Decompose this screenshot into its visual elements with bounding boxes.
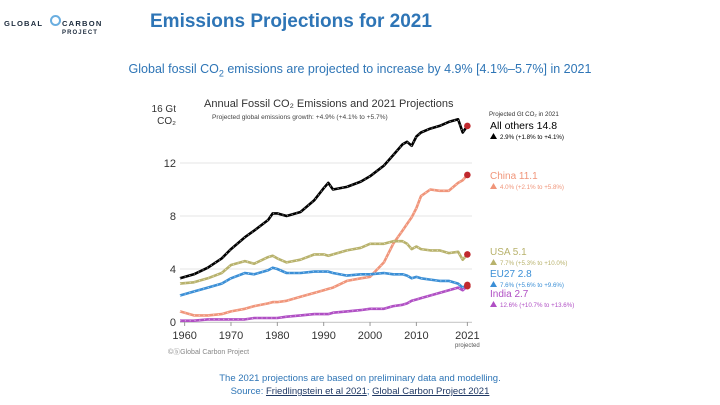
growth-triangle-icon-eu27 xyxy=(490,281,497,287)
series-growth-all-others: 2.9% (+1.8% to +4.1%) xyxy=(500,134,564,141)
series-dots-usa xyxy=(179,240,468,285)
series-label-all-others: All others 14.8 xyxy=(490,120,557,132)
source-link-friedlingstein[interactable]: Friedlingstein et al 2021 xyxy=(265,386,367,397)
series-label-usa: USA 5.1 xyxy=(490,247,527,258)
headline-subtitle: Global fossil CO2 emissions are projecte… xyxy=(0,62,720,79)
x-tick-label-1980: 1980 xyxy=(265,330,289,342)
x-tick-label-2000: 2000 xyxy=(358,330,382,342)
series-growth-usa: 7.7% (+5.3% to +10.0%) xyxy=(500,260,567,267)
series-line-eu27 xyxy=(179,266,469,297)
projection-point-india xyxy=(464,282,471,290)
series-label-china: China 11.1 xyxy=(490,171,538,182)
series-label-eu27: EU27 2.8 xyxy=(490,269,532,280)
subtitle-prefix: Global fossil CO xyxy=(128,62,219,76)
series-dots-china xyxy=(179,174,468,316)
x-tick-label-2021: 2021 xyxy=(455,330,479,342)
projection-point-china xyxy=(464,171,471,179)
series-growth-china: 4.0% (+2.1% to +5.8%) xyxy=(500,184,564,191)
growth-triangle-icon-china xyxy=(490,183,497,189)
x-tick-label-1990: 1990 xyxy=(311,330,335,342)
series-line-usa xyxy=(179,239,469,285)
source-prefix: Source: xyxy=(230,386,266,397)
logo-globe-icon xyxy=(50,15,61,26)
logo-word-global: GLOBAL xyxy=(4,19,44,28)
x-tick-note-projected: projected xyxy=(455,343,480,349)
y-tick-label-12: 12 xyxy=(164,158,176,170)
x-tick-label-1970: 1970 xyxy=(219,330,243,342)
chart-subtitle: Projected global emissions growth: +4.9%… xyxy=(212,114,388,121)
source-link-gcp[interactable]: Global Carbon Project 2021 xyxy=(372,386,490,397)
footnote: The 2021 projections are based on prelim… xyxy=(219,373,501,384)
chart-title: Annual Fossil CO₂ Emissions and 2021 Pro… xyxy=(204,98,454,110)
y-tick-label-4: 4 xyxy=(170,264,176,276)
growth-triangle-icon-india xyxy=(490,301,497,307)
series-line-india xyxy=(180,285,469,323)
series-growth-india: 12.6% (+10.7% to +13.6%) xyxy=(500,302,574,309)
legend-header: Projected Gt CO₂ in 2021 xyxy=(489,111,559,118)
x-tick-label-1960: 1960 xyxy=(172,330,196,342)
logo-word-carbon: CARBON xyxy=(62,19,103,28)
y-tick-label-0: 0 xyxy=(170,317,176,329)
y-tick-label-8: 8 xyxy=(170,211,176,223)
y-axis-label-co2: CO₂ xyxy=(157,116,176,127)
global-carbon-project-logo: GLOBAL CARBON PROJECT xyxy=(4,13,116,43)
y-axis-label-unit: 16 Gt xyxy=(152,104,177,115)
source-separator: ; xyxy=(366,386,373,397)
growth-triangle-icon-usa xyxy=(490,259,497,265)
growth-triangle-icon-all-others xyxy=(490,133,497,139)
series-growth-eu27: 7.6% (+5.6% to +9.6%) xyxy=(500,282,564,289)
chart-credit: ©ⓑGlobal Carbon Project xyxy=(168,348,249,356)
projection-point-usa xyxy=(464,251,471,258)
logo-word-project: PROJECT xyxy=(62,30,99,36)
source-line: Source: Friedlingstein et al 2021; Globa… xyxy=(0,386,720,397)
subtitle-suffix: emissions are projected to increase by 4… xyxy=(223,62,592,76)
subtitle-subscript: 2 xyxy=(218,68,224,79)
series-label-india: India 2.7 xyxy=(490,289,529,300)
series-line-china xyxy=(179,174,469,317)
page-title: Emissions Projections for 2021 xyxy=(150,11,432,32)
projection-point-all-others xyxy=(464,122,471,130)
x-tick-label-2010: 2010 xyxy=(404,330,428,342)
series-line-all-others xyxy=(179,118,469,280)
